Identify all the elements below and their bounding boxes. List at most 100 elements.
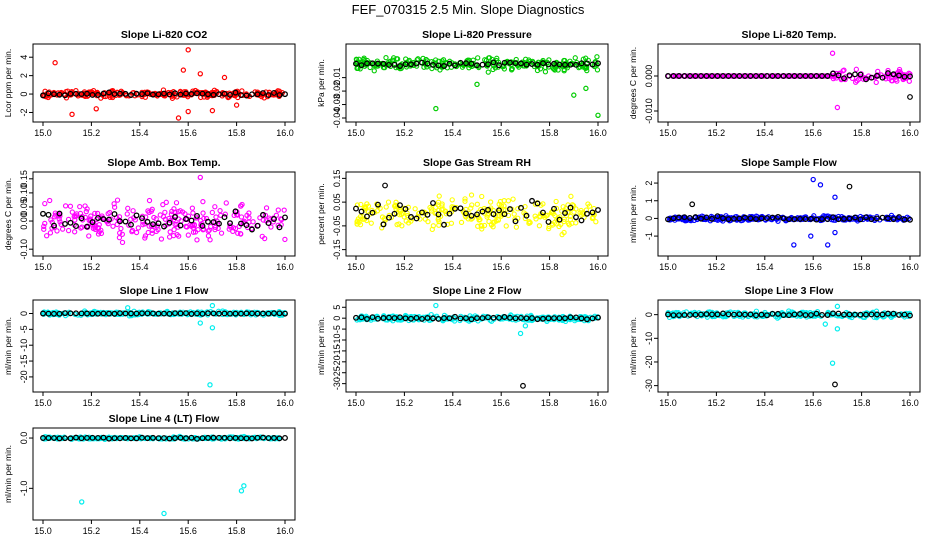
reference-point	[846, 215, 853, 222]
x-tick-label: 15.2	[396, 128, 414, 138]
reference-point	[419, 209, 425, 216]
reference-point	[725, 73, 732, 79]
data-point	[526, 57, 532, 63]
data-point	[695, 73, 701, 79]
data-point	[421, 64, 427, 70]
reference-point	[753, 216, 759, 222]
reference-point	[67, 90, 74, 97]
y-axis-label: kPa per min.	[316, 59, 326, 107]
reference-point	[128, 92, 134, 98]
data-point	[899, 311, 905, 318]
reference-point	[265, 92, 272, 99]
reference-point	[430, 200, 436, 207]
reference-point	[221, 214, 228, 221]
x-tick-label: 15.0	[659, 128, 677, 138]
y-tick-label: 0	[332, 316, 342, 321]
reference-point	[896, 214, 902, 220]
reference-point	[868, 311, 875, 318]
reference-point	[742, 214, 748, 221]
data-point	[47, 230, 54, 236]
data-point	[498, 315, 505, 321]
data-point	[853, 66, 859, 72]
reference-point	[78, 310, 85, 317]
data-point	[487, 207, 493, 213]
y-tick-label: 0.0	[19, 432, 29, 445]
reference-point	[210, 91, 217, 98]
reference-point	[797, 215, 803, 222]
data-point	[212, 204, 218, 210]
reference-point	[254, 91, 261, 98]
reference-point	[551, 60, 557, 67]
reference-point	[51, 222, 57, 229]
chart-p6: Slope Sample Flow 15.0 15.2 15.4 15.6 15.8 16.…	[628, 157, 921, 272]
reference-point	[51, 91, 57, 98]
data-point	[403, 56, 409, 62]
reference-point	[84, 223, 90, 230]
reference-point	[775, 73, 781, 79]
plot-title: Slope Li-820 CO2	[121, 29, 208, 41]
x-tick-label: 15.4	[131, 398, 149, 408]
reference-point	[852, 214, 858, 221]
x-tick-label: 15.8	[853, 262, 871, 272]
reference-point	[479, 61, 486, 68]
data-point	[95, 225, 102, 231]
data-point	[41, 223, 47, 229]
reference-point	[692, 214, 699, 221]
reference-point	[562, 61, 568, 68]
data-point	[73, 88, 79, 94]
reference-point	[375, 201, 381, 208]
reference-point	[56, 435, 63, 442]
plot-frame	[32, 427, 296, 521]
reference-point	[551, 315, 557, 322]
data-point	[397, 65, 403, 72]
y-tick-label: 0	[644, 312, 654, 317]
data-point	[435, 217, 441, 223]
data-point	[65, 227, 72, 234]
data-point	[250, 219, 256, 225]
reference-point	[830, 70, 836, 77]
reference-point	[364, 316, 370, 322]
reference-point	[562, 315, 568, 322]
reference-point	[177, 91, 184, 98]
plot-title: Slope Sample Flow	[741, 157, 838, 169]
reference-point	[139, 310, 145, 317]
reference-point	[106, 216, 112, 223]
reference-point	[595, 207, 601, 213]
reference-point	[813, 216, 820, 223]
reference-point	[468, 60, 475, 67]
data-point	[842, 76, 848, 83]
reference-point	[573, 61, 579, 68]
data-point	[92, 210, 98, 216]
reference-point	[353, 60, 359, 67]
x-tick-label: 15.2	[83, 526, 101, 536]
data-point	[383, 204, 389, 210]
reference-point	[73, 310, 79, 317]
data-point	[185, 232, 191, 238]
data-point	[183, 223, 189, 230]
data-point	[119, 239, 126, 246]
data-point	[468, 205, 474, 211]
reference-point	[150, 221, 156, 228]
chart-p7: Slope Line 1 Flow 15.0 15.2 15.4 15.6 15.8 16.…	[3, 285, 296, 408]
x-tick-label: 15.0	[34, 398, 52, 408]
x-tick-label: 15.0	[34, 128, 52, 138]
reference-point	[681, 312, 688, 318]
reference-point	[556, 216, 563, 223]
reference-point	[457, 315, 464, 322]
reference-point	[216, 91, 222, 98]
data-point	[449, 206, 455, 212]
reference-point	[824, 73, 831, 79]
outlier-point	[185, 108, 191, 115]
reference-point	[106, 89, 112, 96]
reference-point	[490, 314, 497, 321]
reference-point	[139, 215, 145, 222]
reference-point	[430, 315, 436, 322]
reference-point	[364, 60, 370, 67]
reference-point	[62, 310, 68, 317]
data-point	[152, 91, 158, 98]
data-point	[585, 201, 591, 207]
reference-point	[446, 60, 453, 67]
outlier-point	[433, 302, 439, 309]
reference-point	[901, 216, 908, 223]
reference-point	[40, 435, 46, 441]
